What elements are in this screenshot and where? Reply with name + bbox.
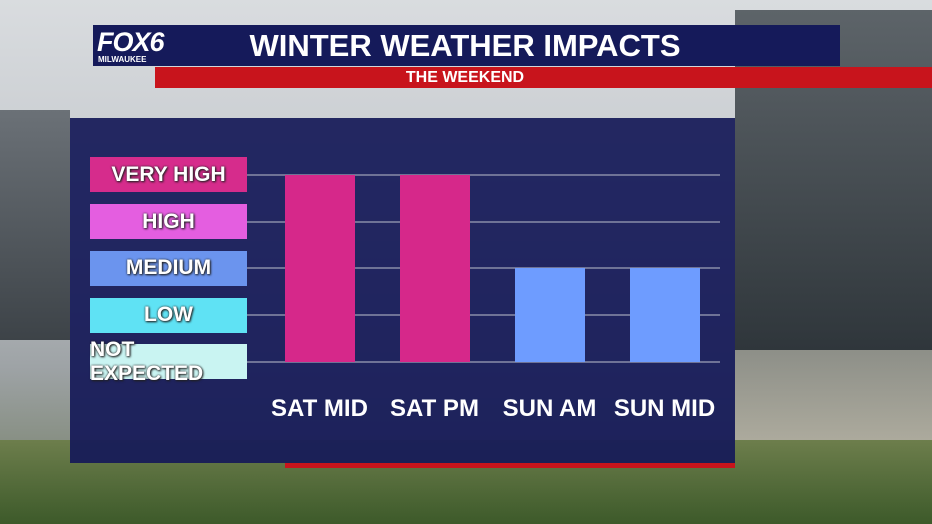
building bbox=[735, 10, 932, 350]
y-tick-label: LOW bbox=[90, 297, 247, 333]
subtitle: THE WEEKEND bbox=[405, 69, 525, 86]
grid-line bbox=[247, 267, 720, 270]
y-tick-label: NOT EXPECTED bbox=[90, 338, 247, 385]
grid-line bbox=[247, 314, 720, 317]
grid-line bbox=[247, 220, 720, 223]
x-tick-label: SAT PM bbox=[390, 395, 479, 422]
grid-line bbox=[247, 360, 720, 363]
x-tick-label: SAT MID bbox=[271, 395, 368, 422]
subtitle-bar bbox=[155, 67, 932, 88]
x-tick-label: SUN AM bbox=[502, 395, 597, 422]
grid-line bbox=[247, 173, 720, 176]
x-tick-label: SUN MID bbox=[613, 395, 716, 422]
y-tick-label: VERY HIGH bbox=[90, 157, 247, 193]
title: WINTER WEATHER IMPACTS bbox=[249, 28, 681, 63]
building bbox=[0, 110, 70, 340]
bar bbox=[399, 174, 470, 362]
logo: FOX6 bbox=[97, 27, 165, 57]
bar bbox=[629, 268, 700, 362]
panel-accent bbox=[285, 463, 735, 468]
bar bbox=[514, 268, 585, 362]
y-tick-label: MEDIUM bbox=[90, 250, 247, 286]
y-tick-label: HIGH bbox=[90, 204, 247, 240]
title-bar bbox=[93, 25, 840, 66]
logo-sub: MILWAUKEE bbox=[98, 55, 147, 64]
bar bbox=[284, 174, 355, 362]
